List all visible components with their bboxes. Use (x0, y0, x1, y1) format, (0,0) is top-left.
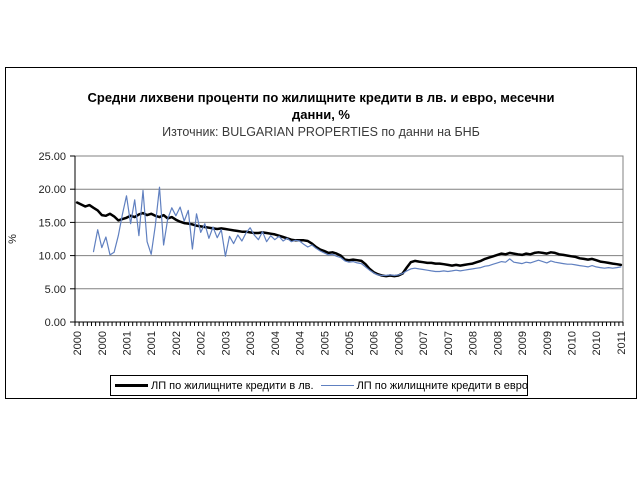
svg-text:10.00: 10.00 (38, 251, 66, 263)
svg-text:%: % (7, 234, 19, 244)
svg-text:2010: 2010 (591, 331, 603, 355)
chart-title: Средни лихвени проценти по жилищните кре… (6, 89, 636, 123)
legend-item-bgn: ЛП по жилищните кредити в лв. (115, 380, 314, 392)
chart-title-line2: данни, % (292, 107, 350, 122)
svg-text:2007: 2007 (443, 331, 455, 355)
svg-text:2009: 2009 (517, 331, 529, 355)
svg-text:2003: 2003 (220, 331, 232, 355)
svg-text:5.00: 5.00 (45, 284, 66, 296)
svg-text:2002: 2002 (171, 331, 183, 355)
chart-legend: ЛП по жилищните кредити в лв. ЛП по жили… (110, 375, 528, 396)
svg-text:2000: 2000 (72, 331, 84, 355)
svg-text:2008: 2008 (468, 331, 480, 355)
svg-text:2004: 2004 (295, 331, 307, 355)
svg-text:2006: 2006 (393, 331, 405, 355)
legend-sample-eur (320, 385, 354, 386)
svg-text:2005: 2005 (319, 331, 331, 355)
chart-title-line1: Средни лихвени проценти по жилищните кре… (87, 90, 555, 105)
svg-text:2002: 2002 (196, 331, 208, 355)
legend-label-eur: ЛП по жилищните кредити в евро (356, 379, 529, 392)
svg-text:2005: 2005 (344, 331, 356, 355)
svg-text:2009: 2009 (542, 331, 554, 355)
svg-text:2011: 2011 (616, 331, 628, 355)
svg-text:2001: 2001 (122, 331, 134, 355)
chart-subtitle: Източник: BULGARIAN PROPERTIES по данни … (162, 125, 480, 139)
svg-text:2010: 2010 (566, 331, 578, 355)
svg-text:2007: 2007 (418, 331, 430, 355)
svg-text:2001: 2001 (146, 331, 158, 355)
svg-text:25.00: 25.00 (38, 151, 66, 163)
legend-label-bgn: ЛП по жилищните кредити в лв. (151, 379, 314, 392)
legend-item-eur: ЛП по жилищните кредити в евро (320, 379, 529, 392)
svg-text:20.00: 20.00 (38, 184, 66, 196)
svg-text:15.00: 15.00 (38, 217, 66, 229)
svg-text:2003: 2003 (245, 331, 257, 355)
chart-frame: Средни лихвени проценти по жилищните кре… (5, 67, 637, 399)
svg-text:2004: 2004 (270, 331, 282, 355)
svg-text:2008: 2008 (492, 331, 504, 355)
svg-text:0.00: 0.00 (45, 317, 66, 329)
svg-text:2000: 2000 (97, 331, 109, 355)
svg-text:2006: 2006 (369, 331, 381, 355)
legend-sample-bgn (115, 384, 148, 387)
